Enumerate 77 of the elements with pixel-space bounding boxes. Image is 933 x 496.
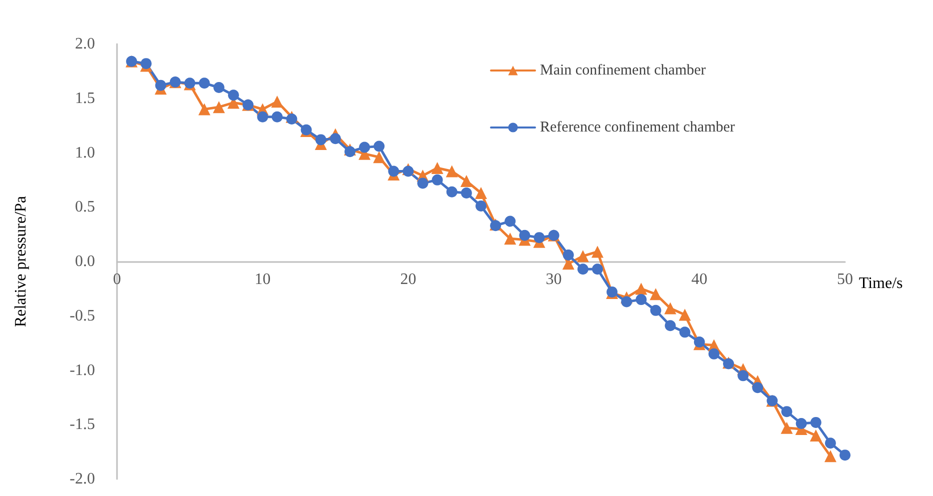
y-tick-label: -2.0 — [70, 470, 95, 488]
point — [446, 165, 458, 178]
point — [359, 142, 370, 153]
point — [635, 282, 648, 295]
point — [664, 320, 676, 332]
y-tick-label: 0.0 — [75, 253, 95, 270]
point — [460, 175, 472, 188]
point — [431, 162, 444, 174]
point — [228, 90, 239, 101]
point — [446, 186, 458, 198]
point — [824, 450, 836, 462]
point — [432, 174, 443, 186]
point — [577, 264, 588, 275]
point — [504, 232, 516, 245]
legend-label: Main confinement chamber — [540, 62, 706, 78]
point — [796, 418, 807, 430]
point — [708, 348, 720, 360]
point — [621, 296, 632, 308]
y-tick-label: 1.0 — [75, 144, 95, 162]
point — [286, 114, 298, 125]
point — [374, 140, 385, 152]
point — [591, 246, 604, 258]
point — [213, 82, 224, 93]
legend-label: Reference confinement chamber — [540, 120, 735, 136]
point — [664, 302, 676, 314]
x-tick-label: 40 — [691, 271, 708, 288]
point — [752, 382, 764, 394]
y-tick-label: 2.0 — [75, 36, 95, 52]
point — [650, 288, 662, 300]
x-tick-label: 10 — [254, 271, 271, 288]
x-axis-title: Time/s — [858, 275, 903, 292]
y-axis-title: Relative pressure/Pa — [12, 196, 30, 328]
point — [476, 200, 486, 212]
y-tick-label: -1.0 — [70, 362, 95, 379]
point — [388, 166, 400, 177]
point — [679, 326, 690, 338]
point — [140, 58, 152, 70]
y-tick-label: -1.5 — [70, 416, 95, 434]
point — [534, 232, 545, 244]
point — [475, 186, 487, 199]
point — [650, 304, 662, 316]
point — [810, 430, 822, 442]
point — [460, 187, 472, 198]
point — [272, 111, 283, 122]
point — [257, 111, 268, 122]
x-tick-label: 30 — [546, 271, 562, 288]
point — [212, 101, 225, 114]
point — [694, 336, 705, 348]
point — [519, 230, 530, 241]
point — [271, 96, 284, 108]
point — [592, 264, 603, 275]
point — [824, 438, 836, 449]
point — [315, 134, 326, 146]
point — [738, 370, 749, 382]
point — [781, 406, 792, 418]
y-tick-label: 0.5 — [75, 198, 95, 216]
point — [636, 294, 647, 306]
y-tick-label: 1.5 — [75, 90, 95, 107]
point — [417, 178, 428, 189]
point — [678, 308, 691, 321]
point — [780, 422, 793, 434]
point — [576, 250, 589, 262]
point — [562, 249, 574, 260]
point — [810, 416, 822, 428]
point — [155, 80, 166, 91]
point — [198, 103, 210, 116]
point — [330, 133, 341, 144]
point — [402, 166, 414, 177]
x-tick-label: 20 — [400, 271, 416, 288]
y-tick-label: -0.5 — [70, 307, 95, 324]
x-tick-label: 0 — [113, 271, 121, 288]
x-tick-label: 50 — [837, 271, 853, 288]
point — [840, 450, 850, 461]
point — [198, 78, 210, 89]
point — [504, 216, 516, 227]
point — [373, 151, 386, 164]
point — [344, 146, 356, 158]
